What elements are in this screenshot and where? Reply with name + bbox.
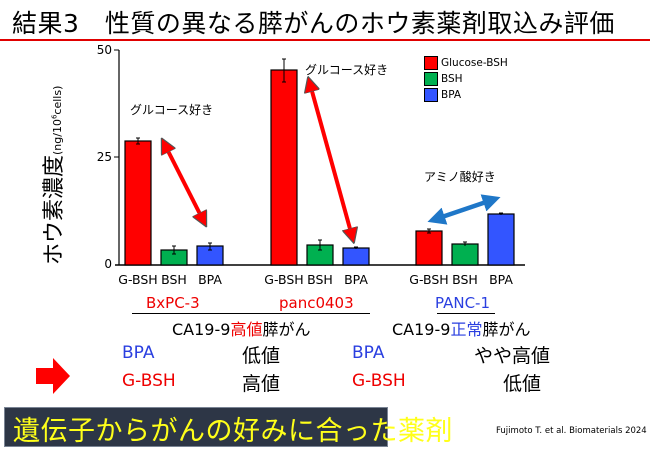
group-label-bxpc3: BxPC-3 (146, 294, 200, 312)
y-axis-label: ホウ素濃度(ng/106cells) (42, 85, 67, 265)
citation: Fujimoto T. et al. Biomaterials 2024 (496, 426, 647, 436)
ca199-high-label: CA19-9高値膵がん (172, 320, 311, 339)
x-label: G-BSH (264, 272, 304, 287)
summary-right-bpa-value: やや高値 (474, 345, 551, 367)
summary-right-gbsh-value: 低値 (503, 373, 542, 395)
annotation-glucose-panc0403: グルコース好き (305, 63, 389, 77)
group-label-panc1: PANC-1 (435, 294, 490, 312)
group-underline-high (132, 313, 370, 314)
summary-left-gbsh-value: 高値 (242, 373, 281, 395)
x-label: BSH (307, 272, 333, 287)
legend-swatch (424, 88, 438, 102)
chart-legend: Glucose-BSH BSH BPA (424, 55, 508, 103)
slide-title: 結果3 性質の異なる膵がんのホウ素薬剤取込み評価 (12, 9, 615, 38)
legend-item-bsh: BSH (424, 71, 508, 87)
summary-left-gbsh: G-BSH (122, 371, 176, 391)
legend-swatch (424, 56, 438, 70)
x-label: BPA (489, 272, 513, 287)
chart-plot (114, 49, 525, 266)
summary-right-bpa: BPA (352, 343, 385, 363)
conclusion-text: 遺伝子からがんの好みに合った薬剤 (13, 416, 453, 447)
x-label: BPA (344, 272, 368, 287)
summary-right-gbsh: G-BSH (352, 371, 406, 391)
bar-chart: 50 25 0 ホウ素濃度(ng/106cells) G-BSH BSH BPA… (42, 43, 525, 287)
legend-item-glucose-bsh: Glucose-BSH (424, 55, 508, 71)
right-arrow-icon (36, 358, 70, 394)
x-label: G-BSH (409, 272, 449, 287)
ca199-normal-label: CA19-9正常膵がん (392, 320, 531, 339)
conclusion-box: 遺伝子からがんの好みに合った薬剤 (4, 407, 453, 447)
legend-swatch (424, 72, 438, 86)
x-label: G-BSH (118, 272, 158, 287)
y-tick-0: 0 (104, 257, 112, 271)
summary-left-bpa-value: 低値 (242, 345, 281, 367)
title-underline (0, 39, 650, 41)
x-label: BSH (161, 272, 187, 287)
y-tick-50: 50 (96, 43, 112, 57)
legend-item-bpa: BPA (424, 87, 508, 103)
annotation-glucose-bxpc3: グルコース好き (130, 103, 214, 117)
group-underline-normal (437, 313, 495, 314)
group-label-panc0403: panc0403 (279, 294, 354, 312)
y-tick-25: 25 (96, 150, 112, 164)
x-label: BPA (198, 272, 222, 287)
x-label: BSH (452, 272, 478, 287)
summary-left-bpa: BPA (122, 343, 155, 363)
annotation-amino-panc1: アミノ酸好き (424, 170, 496, 184)
